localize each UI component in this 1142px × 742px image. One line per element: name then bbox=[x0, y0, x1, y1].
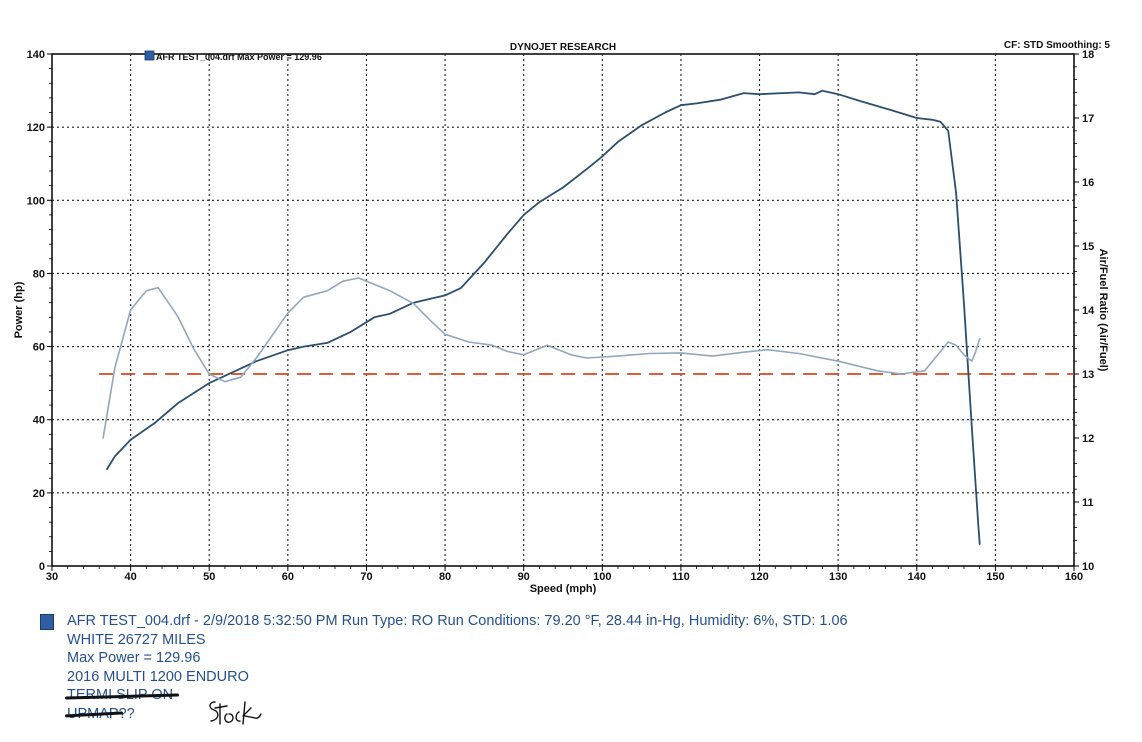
y-right-tick-label: 18 bbox=[1082, 49, 1094, 61]
x-tick-label: 60 bbox=[282, 571, 294, 583]
y-right-tick-label: 13 bbox=[1082, 369, 1094, 381]
y-axis-right-label: Air/Fuel Ratio (Air/Fuel) bbox=[1097, 249, 1109, 372]
y-left-tick-label: 40 bbox=[33, 415, 45, 427]
data-series bbox=[102, 89, 981, 545]
y-right-tick-label: 14 bbox=[1082, 305, 1095, 317]
note-struck-upmap: UPMAP?? bbox=[67, 705, 135, 722]
x-tick-label: 160 bbox=[1065, 571, 1083, 583]
y-axis-left-label: Power (hp) bbox=[13, 281, 25, 338]
x-axis-ticks: 30 40 50 60 70 80 90 100 110 120 130 140 150 160 bbox=[46, 566, 1083, 583]
run-info-line: AFR TEST_004.drf - 2/9/2018 5:32:50 PM R… bbox=[40, 612, 1040, 631]
chart-title: DYNOJET RESEARCH bbox=[510, 42, 616, 53]
afr-curve bbox=[102, 277, 981, 439]
y-right-tick-label: 15 bbox=[1082, 241, 1094, 253]
x-tick-label: 50 bbox=[203, 571, 215, 583]
x-tick-label: 150 bbox=[986, 571, 1004, 583]
x-tick-label: 110 bbox=[672, 571, 690, 583]
run-legend-square bbox=[40, 614, 54, 630]
plot-frame bbox=[51, 53, 1075, 567]
run-info: AFR TEST_004.drf - 2/9/2018 5:32:50 PM R… bbox=[40, 612, 1040, 723]
y-left-tick-label: 20 bbox=[33, 488, 45, 500]
x-tick-label: 30 bbox=[46, 571, 58, 583]
handwritten-stock-note bbox=[209, 701, 262, 725]
y-left-tick-label: 100 bbox=[27, 195, 45, 207]
y-left-tick-label: 60 bbox=[33, 342, 45, 354]
y-left-tick-label: 0 bbox=[39, 561, 45, 573]
note-miles: WHITE 26727 MILES bbox=[67, 631, 206, 648]
y-right-tick-label: 11 bbox=[1082, 497, 1094, 509]
y-right-tick-label: 16 bbox=[1082, 177, 1094, 189]
y-left-tick-label: 140 bbox=[27, 49, 45, 61]
x-tick-label: 130 bbox=[829, 571, 847, 583]
note-max-power: Max Power = 129.96 bbox=[67, 650, 201, 666]
note-model: 2016 MULTI 1200 ENDURO bbox=[67, 668, 249, 685]
run-info-text: AFR TEST_004.drf - 2/9/2018 5:32:50 PM R… bbox=[67, 613, 848, 629]
power-curve bbox=[106, 89, 981, 545]
note-struck-slip-on: TERMI SLIP ON bbox=[67, 687, 174, 703]
y-right-tick-label: 12 bbox=[1082, 433, 1094, 445]
chart-header-right: CF: STD Smoothing: 5 bbox=[1004, 40, 1111, 51]
y-axis-right-ticks: 10 11 12 13 14 15 16 17 18 bbox=[1074, 49, 1095, 573]
x-axis-label: Speed (mph) bbox=[530, 583, 597, 595]
x-tick-label: 100 bbox=[593, 571, 611, 583]
x-tick-label: 70 bbox=[360, 571, 372, 583]
x-tick-label: 140 bbox=[908, 571, 926, 583]
x-tick-label: 120 bbox=[750, 571, 768, 583]
y-right-tick-label: 17 bbox=[1082, 113, 1094, 125]
y-axis-left-ticks: 0 20 40 60 80 100 120 140 bbox=[27, 49, 52, 573]
dyno-chart: 30 40 50 60 70 80 90 100 110 120 130 140 150 160 0 20 4… bbox=[13, 40, 1111, 595]
legend-marker bbox=[144, 50, 155, 61]
x-tick-label: 80 bbox=[439, 571, 451, 583]
grid-lines bbox=[52, 54, 1074, 566]
y-left-tick-label: 120 bbox=[27, 122, 45, 134]
y-left-tick-label: 80 bbox=[33, 268, 45, 280]
legend-label: AFR TEST_004.drf Max Power = 129.96 bbox=[156, 52, 322, 62]
y-right-tick-label: 10 bbox=[1082, 561, 1094, 573]
x-tick-label: 40 bbox=[124, 571, 136, 583]
x-tick-label: 90 bbox=[518, 571, 530, 583]
